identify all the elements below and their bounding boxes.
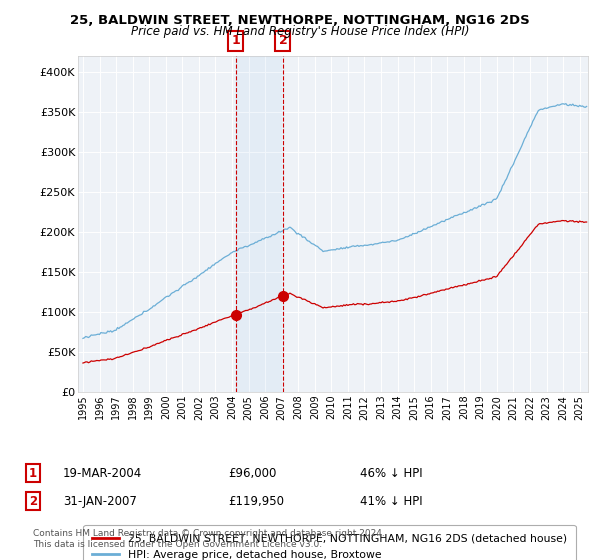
Text: £119,950: £119,950 xyxy=(228,494,284,508)
Text: 41% ↓ HPI: 41% ↓ HPI xyxy=(360,494,422,508)
Text: Contains HM Land Registry data © Crown copyright and database right 2024.
This d: Contains HM Land Registry data © Crown c… xyxy=(33,529,385,549)
Text: 2: 2 xyxy=(278,34,287,48)
Bar xyxy=(236,56,283,392)
Text: 19-MAR-2004: 19-MAR-2004 xyxy=(63,466,142,480)
Text: 25, BALDWIN STREET, NEWTHORPE, NOTTINGHAM, NG16 2DS: 25, BALDWIN STREET, NEWTHORPE, NOTTINGHA… xyxy=(70,14,530,27)
Text: £96,000: £96,000 xyxy=(228,466,277,480)
Text: 1: 1 xyxy=(29,466,37,480)
Text: 31-JAN-2007: 31-JAN-2007 xyxy=(63,494,137,508)
Text: 46% ↓ HPI: 46% ↓ HPI xyxy=(360,466,422,480)
Text: 1: 1 xyxy=(231,34,240,48)
Legend: 25, BALDWIN STREET, NEWTHORPE, NOTTINGHAM, NG16 2DS (detached house), HPI: Avera: 25, BALDWIN STREET, NEWTHORPE, NOTTINGHA… xyxy=(83,525,575,560)
Text: Price paid vs. HM Land Registry's House Price Index (HPI): Price paid vs. HM Land Registry's House … xyxy=(131,25,469,38)
Text: 2: 2 xyxy=(29,494,37,508)
